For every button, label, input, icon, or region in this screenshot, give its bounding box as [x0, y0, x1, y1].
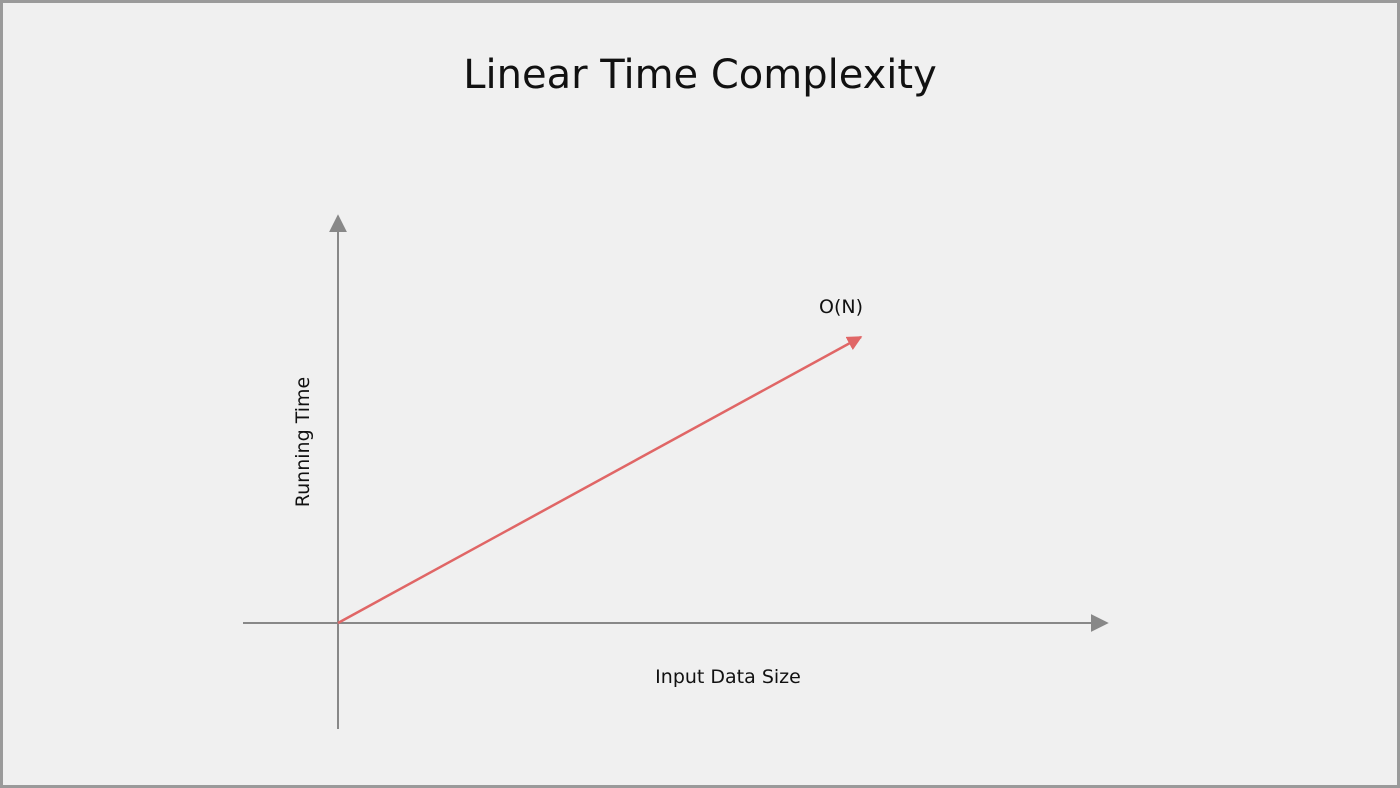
chart-title: Linear Time Complexity	[463, 52, 937, 98]
x-axis-label: Input Data Size	[655, 666, 801, 688]
series-line-0	[337, 335, 863, 625]
series-layer: O(N)	[337, 296, 863, 625]
series-label-0: O(N)	[819, 296, 863, 318]
y-axis-label: Running Time	[292, 377, 314, 507]
